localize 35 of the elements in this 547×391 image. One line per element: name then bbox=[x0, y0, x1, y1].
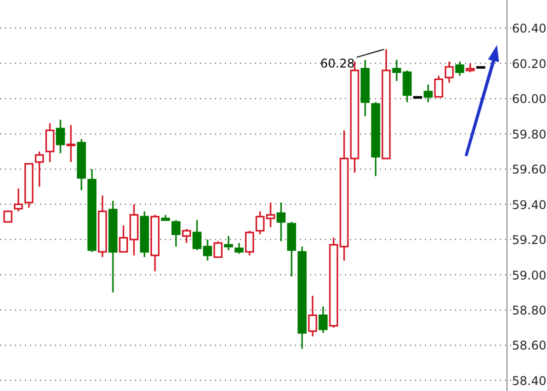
y-tick-label: 59.80 bbox=[512, 127, 546, 142]
candlestick bbox=[150, 214, 160, 272]
candlestick bbox=[172, 219, 181, 248]
candlestick bbox=[56, 119, 65, 154]
y-tick-label: 60.20 bbox=[512, 56, 546, 71]
candlestick bbox=[360, 59, 370, 117]
candlestick bbox=[276, 202, 286, 242]
candlestick bbox=[98, 194, 107, 258]
candlestick bbox=[382, 48, 391, 160]
y-tick-label: 60.00 bbox=[512, 92, 546, 106]
candlestick bbox=[224, 235, 234, 251]
candlestick bbox=[76, 138, 86, 191]
candlestick bbox=[444, 60, 454, 84]
y-tick-label: 59.40 bbox=[512, 198, 546, 212]
candlestick bbox=[34, 150, 44, 188]
annotation: 60.28 bbox=[320, 56, 355, 70]
candlestick bbox=[45, 122, 54, 163]
candlestick bbox=[287, 221, 296, 278]
y-tick-label: 60.40 bbox=[512, 22, 546, 36]
candlestick bbox=[140, 210, 149, 258]
candlestick bbox=[308, 295, 318, 338]
candlestick bbox=[298, 246, 307, 350]
candlestick bbox=[66, 124, 76, 163]
y-tick-label: 59.00 bbox=[512, 268, 546, 282]
candlestick bbox=[424, 84, 433, 103]
y-tick-label: 58.40 bbox=[512, 374, 546, 388]
y-tick-label: 59.20 bbox=[512, 233, 546, 248]
candlestick bbox=[87, 168, 96, 253]
candlestick bbox=[318, 306, 328, 334]
y-tick-label: 58.60 bbox=[512, 338, 546, 353]
y-tick-label: 59.60 bbox=[512, 162, 546, 177]
y-tick-label: 58.80 bbox=[512, 303, 546, 318]
candlestick bbox=[108, 200, 118, 294]
candlestick bbox=[14, 188, 23, 212]
candlestick bbox=[371, 101, 380, 177]
